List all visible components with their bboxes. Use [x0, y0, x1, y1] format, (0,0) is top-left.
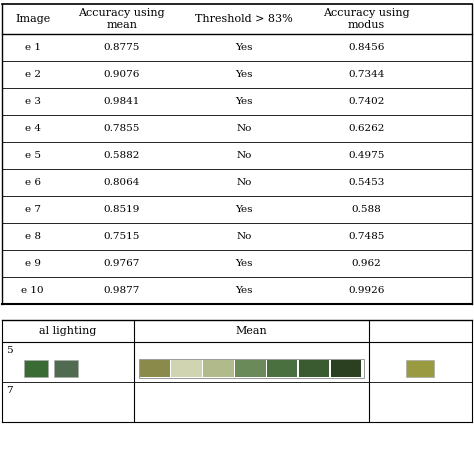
Text: 0.588: 0.588: [351, 205, 381, 214]
Text: e 5: e 5: [25, 151, 41, 160]
Text: Threshold > 83%: Threshold > 83%: [195, 14, 293, 24]
Text: 0.7515: 0.7515: [104, 232, 140, 241]
Text: 0.7855: 0.7855: [104, 124, 140, 133]
Text: e 3: e 3: [25, 97, 41, 106]
Text: No: No: [237, 232, 252, 241]
Bar: [235, 360, 265, 377]
Text: 0.9076: 0.9076: [104, 70, 140, 79]
Text: e 1: e 1: [25, 43, 41, 52]
Text: 0.962: 0.962: [351, 259, 381, 268]
Bar: [203, 360, 234, 377]
Text: Yes: Yes: [235, 43, 253, 52]
Text: 0.8064: 0.8064: [104, 178, 140, 187]
Text: Mean: Mean: [235, 326, 267, 336]
Text: 5: 5: [6, 346, 13, 355]
Text: 0.9877: 0.9877: [104, 286, 140, 295]
Bar: [138, 359, 364, 378]
Text: No: No: [237, 151, 252, 160]
Text: 0.5882: 0.5882: [104, 151, 140, 160]
Bar: [331, 360, 361, 377]
Bar: [299, 360, 329, 377]
Bar: [24, 360, 48, 377]
Text: Yes: Yes: [235, 70, 253, 79]
Text: e 7: e 7: [25, 205, 41, 214]
Text: e 10: e 10: [21, 286, 44, 295]
Text: 0.4975: 0.4975: [348, 151, 384, 160]
Text: 0.7402: 0.7402: [348, 97, 384, 106]
Text: e 2: e 2: [25, 70, 41, 79]
Text: Yes: Yes: [235, 259, 253, 268]
Text: 0.9767: 0.9767: [104, 259, 140, 268]
Text: Image: Image: [15, 14, 50, 24]
Text: 7: 7: [6, 386, 13, 395]
Bar: [406, 360, 434, 377]
Text: 0.5453: 0.5453: [348, 178, 384, 187]
Text: 0.8456: 0.8456: [348, 43, 384, 52]
Text: 0.6262: 0.6262: [348, 124, 384, 133]
Text: Yes: Yes: [235, 205, 253, 214]
Text: e 4: e 4: [25, 124, 41, 133]
Bar: [172, 360, 202, 377]
Text: Accuracy using
modus: Accuracy using modus: [323, 8, 410, 30]
Text: 0.8519: 0.8519: [104, 205, 140, 214]
Text: 0.7485: 0.7485: [348, 232, 384, 241]
Bar: [267, 360, 297, 377]
Text: e 6: e 6: [25, 178, 41, 187]
Bar: [140, 360, 170, 377]
Text: 0.7344: 0.7344: [348, 70, 384, 79]
Text: 0.8775: 0.8775: [104, 43, 140, 52]
Text: 0.9841: 0.9841: [104, 97, 140, 106]
Text: e 9: e 9: [25, 259, 41, 268]
Text: Yes: Yes: [235, 97, 253, 106]
Text: No: No: [237, 178, 252, 187]
Text: Yes: Yes: [235, 286, 253, 295]
Text: No: No: [237, 124, 252, 133]
Text: Accuracy using
mean: Accuracy using mean: [79, 8, 165, 30]
Text: e 8: e 8: [25, 232, 41, 241]
Bar: [54, 360, 78, 377]
Text: al lighting: al lighting: [39, 326, 97, 336]
Text: 0.9926: 0.9926: [348, 286, 384, 295]
